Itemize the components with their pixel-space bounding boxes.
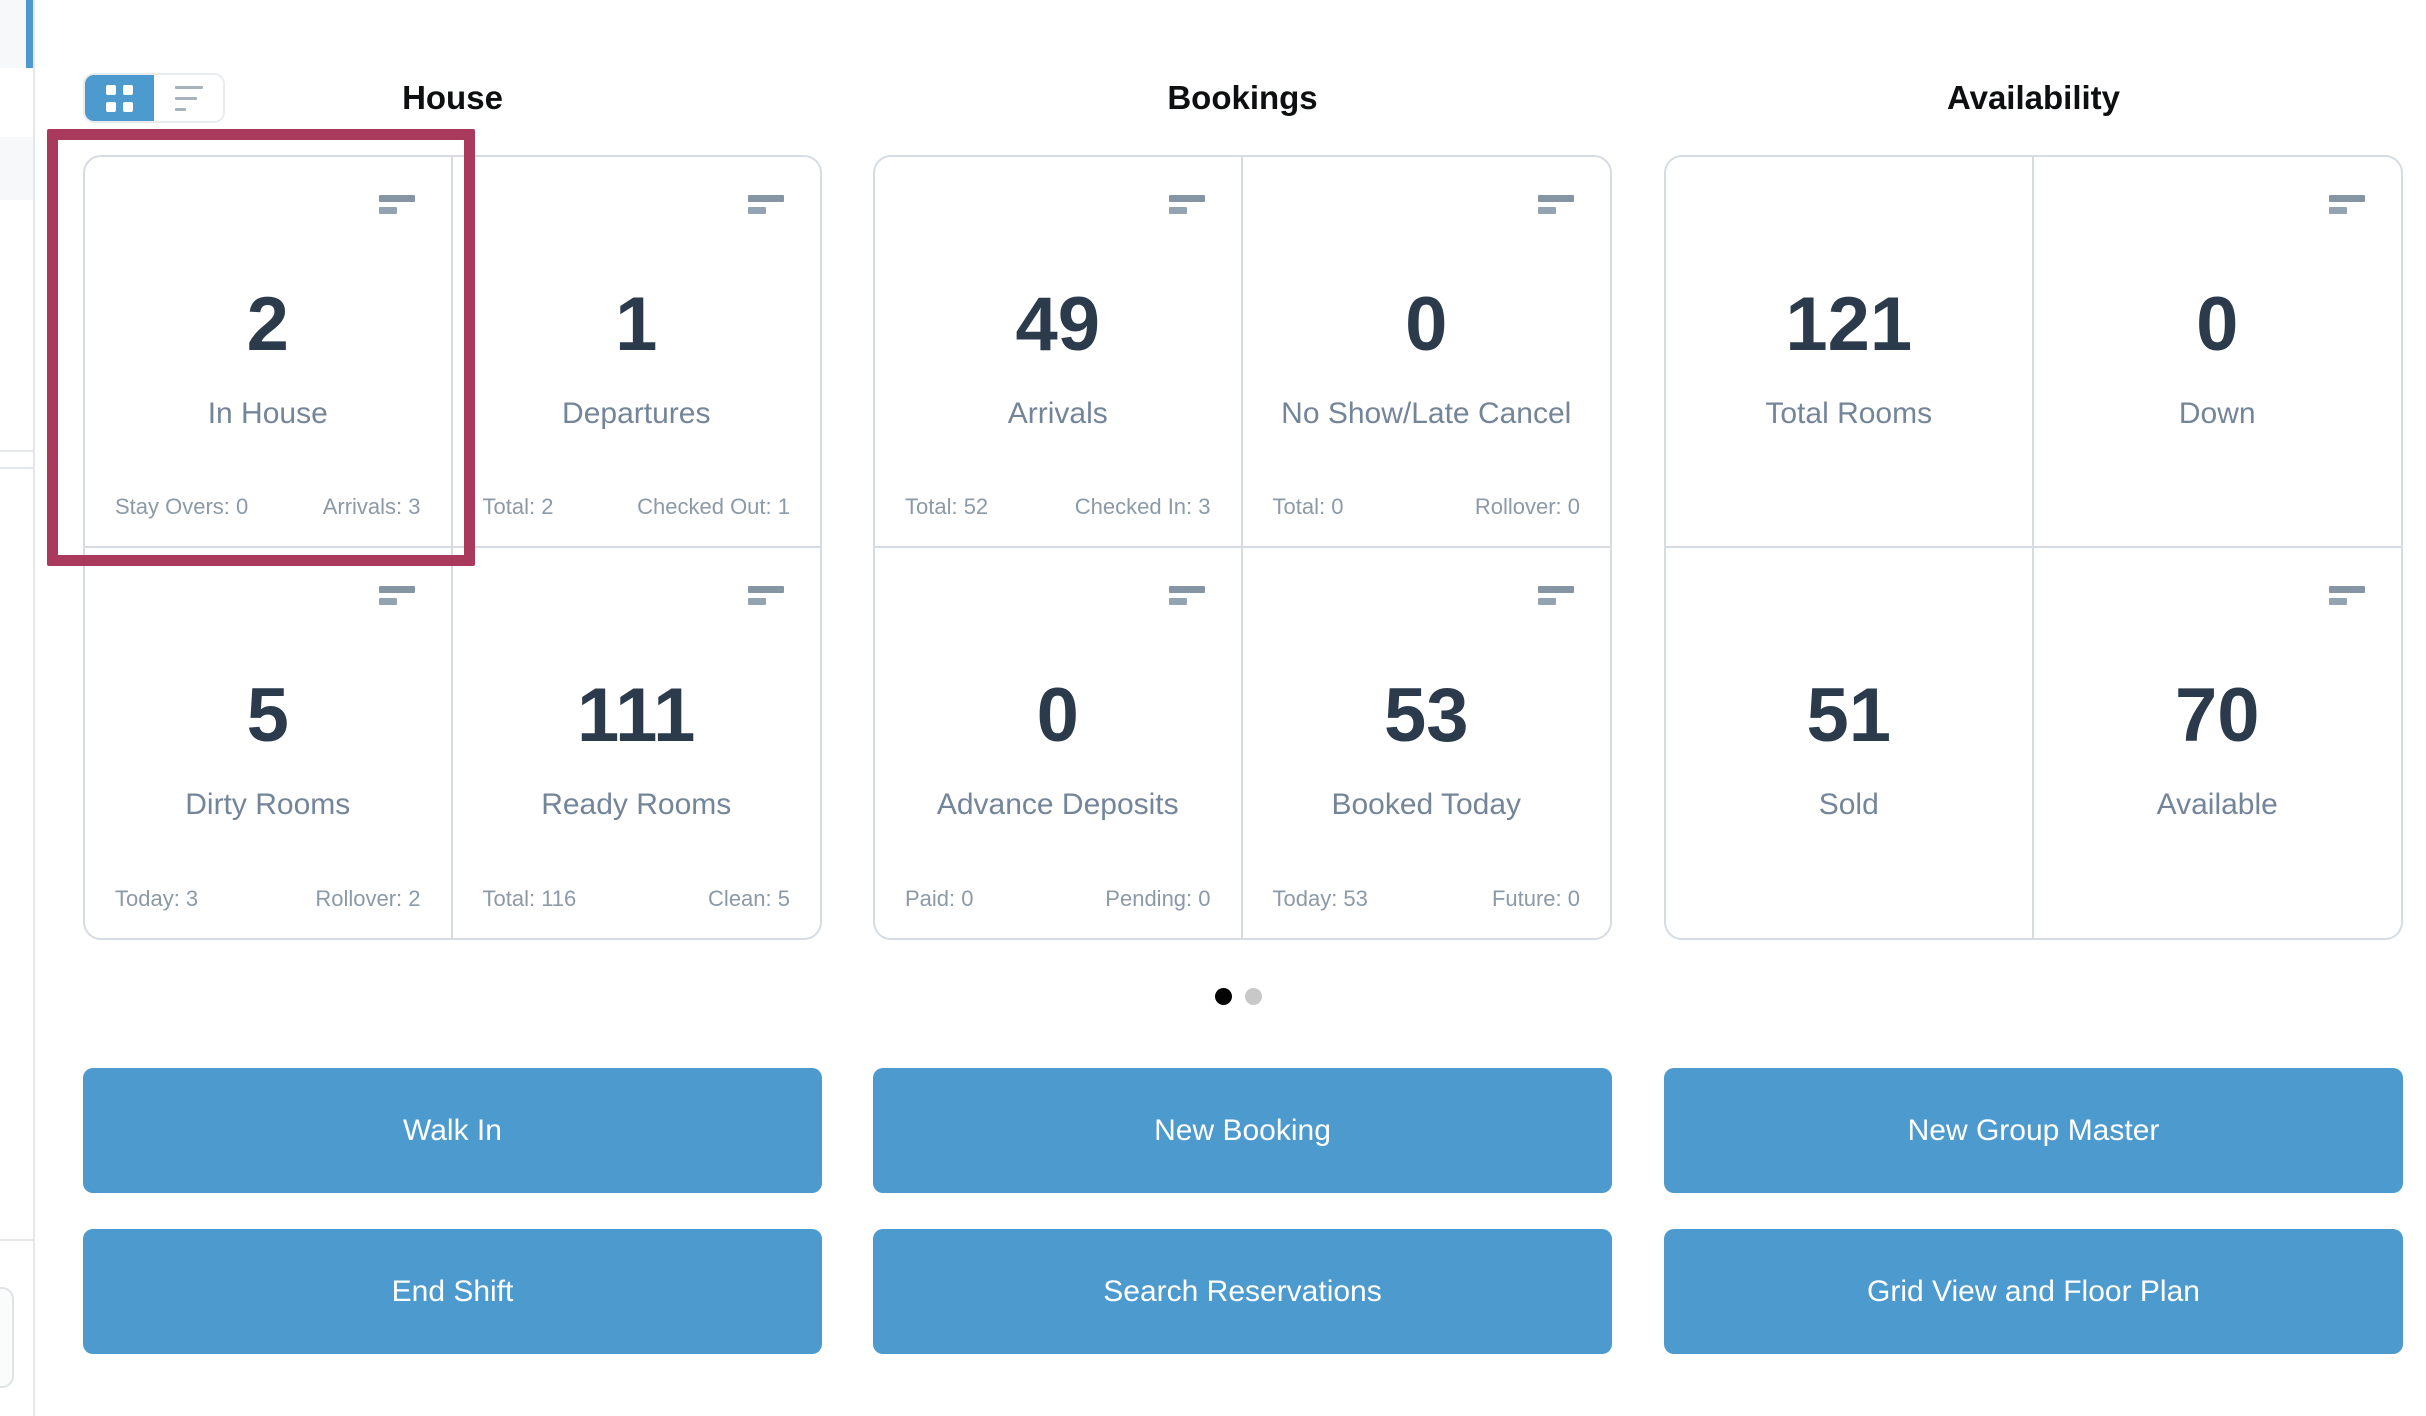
card-stat-right: Checked In: 3 — [1074, 493, 1211, 519]
card-advance-deposits[interactable]: 0 Advance Deposits Paid: 0 Pending: 0 — [875, 547, 1243, 938]
sidebar-item-fragment — [0, 137, 33, 200]
card-label: Dirty Rooms — [185, 787, 351, 821]
card-stat-left: Paid: 0 — [905, 886, 974, 911]
sidebar-sliver — [0, 0, 35, 1416]
card-dirty-rooms[interactable]: 5 Dirty Rooms Today: 3 Rollover: 2 — [85, 547, 453, 938]
card-menu-icon[interactable] — [748, 585, 784, 605]
card-stat-right: Arrivals: 3 — [322, 493, 421, 519]
card-label: Booked Today — [1331, 787, 1522, 821]
card-down[interactable]: 0 Down — [2033, 157, 2401, 548]
card-departures[interactable]: 1 Departures Total: 2 Checked Out: 1 — [452, 157, 820, 548]
card-sold[interactable]: 51 Sold — [1666, 547, 2034, 938]
grid-view-button[interactable] — [85, 75, 154, 121]
card-value: 70 — [2174, 672, 2260, 758]
card-label: Arrivals — [1007, 397, 1108, 430]
card-arrivals[interactable]: 49 Arrivals Total: 52 Checked In: 3 — [875, 157, 1243, 548]
walk-in-button[interactable]: Walk In — [83, 1068, 822, 1193]
card-label: Available — [2156, 787, 2278, 821]
card-stat-right: Rollover: 0 — [1474, 493, 1580, 519]
new-group-master-button[interactable]: New Group Master — [1664, 1068, 2403, 1193]
card-menu-icon[interactable] — [748, 195, 784, 214]
card-value: 2 — [246, 282, 289, 367]
card-value: 0 — [1036, 672, 1079, 758]
card-in-house[interactable]: 2 In House Stay Overs: 0 Arrivals: 3 — [85, 157, 453, 548]
card-value: 121 — [1785, 282, 1913, 367]
dashboard: House Bookings Availability 2 In House S… — [33, 0, 2426, 1416]
card-stat-left: Total: 2 — [482, 493, 554, 519]
card-value: 0 — [2196, 282, 2239, 367]
grid-view-floor-plan-button[interactable]: Grid View and Floor Plan — [1664, 1229, 2403, 1354]
card-stat-right: Future: 0 — [1491, 886, 1580, 911]
card-label: Down — [2178, 397, 2256, 430]
carousel-dot-1[interactable] — [1215, 988, 1232, 1005]
grid-icon — [106, 84, 133, 112]
card-menu-icon[interactable] — [1538, 195, 1574, 214]
card-stat-left: Stay Overs: 0 — [115, 493, 249, 519]
view-toggle — [83, 73, 225, 123]
new-booking-button[interactable]: New Booking — [873, 1068, 1612, 1193]
card-stat-left: Total: 0 — [1272, 493, 1344, 519]
card-value: 1 — [615, 282, 658, 367]
card-value: 0 — [1405, 282, 1448, 367]
card-menu-icon[interactable] — [2329, 195, 2365, 214]
list-view-button[interactable] — [154, 75, 223, 121]
card-stat-left: Today: 53 — [1272, 886, 1368, 911]
search-reservations-button[interactable]: Search Reservations — [873, 1229, 1612, 1354]
card-menu-icon[interactable] — [378, 585, 415, 605]
card-stat-left: Total: 116 — [482, 886, 577, 911]
card-label: Departures — [562, 397, 711, 430]
card-label: Ready Rooms — [541, 787, 732, 821]
bookings-card-group: 49 Arrivals Total: 52 Checked In: 3 0 No… — [873, 155, 1612, 940]
section-title-availability: Availability — [1946, 79, 2120, 116]
house-card-group: 2 In House Stay Overs: 0 Arrivals: 3 1 D… — [83, 155, 822, 940]
card-menu-icon[interactable] — [1168, 585, 1205, 605]
availability-card-group: 121 Total Rooms 0 Down 51 Sold 70 Availa… — [1664, 155, 2403, 940]
card-menu-icon[interactable] — [1168, 195, 1205, 214]
sidebar-divider — [0, 467, 33, 469]
sidebar-active-accent-bar — [26, 0, 33, 68]
card-menu-icon[interactable] — [378, 195, 415, 214]
card-menu-icon[interactable] — [2329, 585, 2365, 605]
card-value: 5 — [246, 672, 289, 758]
card-label: Sold — [1818, 787, 1879, 821]
card-label: Advance Deposits — [936, 787, 1179, 821]
card-available[interactable]: 70 Available — [2034, 548, 2402, 939]
end-shift-button[interactable]: End Shift — [83, 1229, 822, 1354]
carousel-dot-2[interactable] — [1245, 988, 1262, 1005]
card-label: In House — [207, 397, 328, 430]
card-no-show-late-cancel[interactable]: 0 No Show/Late Cancel Total: 0 Rollover:… — [1242, 157, 1610, 548]
card-stat-right: Rollover: 2 — [315, 886, 421, 911]
card-ready-rooms[interactable]: 111 Ready Rooms Total: 116 Clean: 5 — [453, 548, 821, 939]
sidebar-panel-fragment — [0, 1287, 14, 1388]
card-label: No Show/Late Cancel — [1281, 397, 1572, 430]
card-label: Total Rooms — [1765, 397, 1933, 430]
card-stat-left: Total: 52 — [905, 493, 989, 519]
card-booked-today[interactable]: 53 Booked Today Today: 53 Future: 0 — [1243, 548, 1611, 939]
card-stat-right: Checked Out: 1 — [637, 493, 790, 519]
section-title-house: House — [402, 79, 503, 116]
section-title-bookings: Bookings — [1167, 79, 1318, 116]
carousel-dots — [1215, 988, 1262, 1005]
card-value: 111 — [577, 672, 696, 758]
list-icon — [174, 85, 203, 111]
card-stat-right: Clean: 5 — [708, 886, 790, 911]
sidebar-divider — [0, 1239, 33, 1241]
card-stat-right: Pending: 0 — [1105, 886, 1211, 911]
card-value: 51 — [1806, 672, 1892, 758]
card-value: 53 — [1383, 672, 1469, 758]
card-total-rooms[interactable]: 121 Total Rooms — [1666, 157, 2034, 548]
card-value: 49 — [1015, 282, 1101, 367]
highlight-box — [47, 129, 475, 566]
sidebar-divider — [0, 450, 33, 452]
card-menu-icon[interactable] — [1538, 585, 1574, 605]
card-stat-left: Today: 3 — [115, 886, 199, 911]
